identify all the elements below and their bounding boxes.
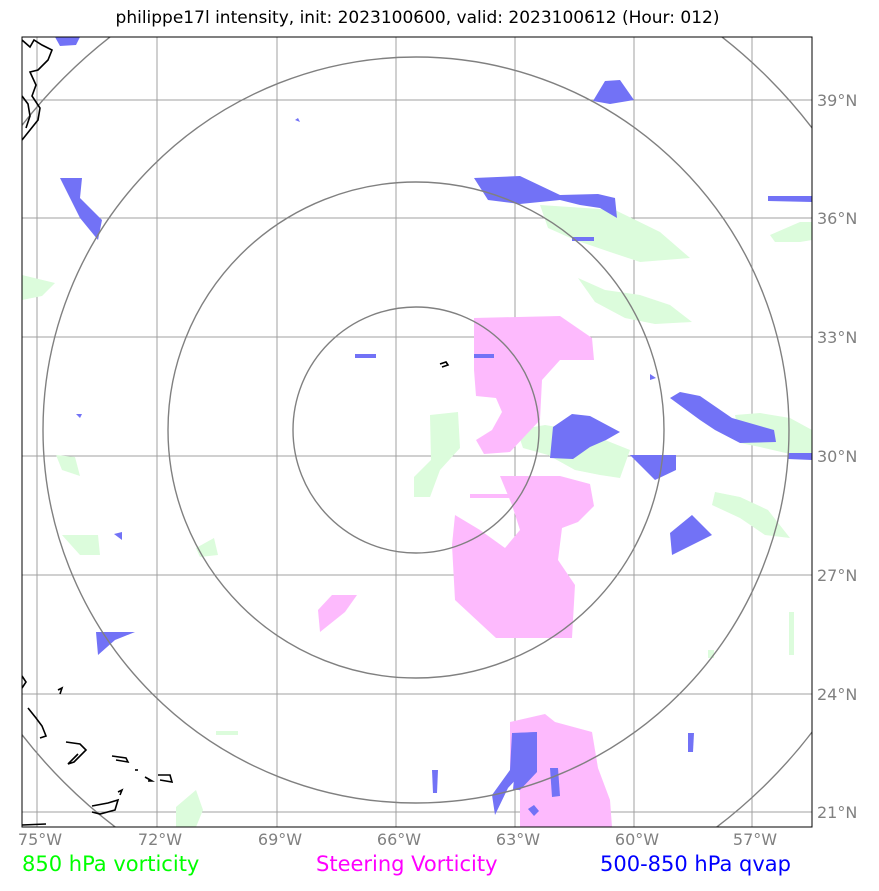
green-vorticity-areas	[22, 205, 812, 827]
blue-qvap-areas	[55, 37, 812, 816]
lat-tick-label: 27°N	[817, 566, 857, 585]
lon-tick-label: 57°W	[733, 830, 777, 849]
lat-tick-label: 30°N	[817, 447, 857, 466]
lat-tick-label: 21°N	[817, 803, 857, 822]
lon-tick-label: 72°W	[138, 830, 182, 849]
coastlines	[22, 38, 450, 826]
lon-tick-label: 69°W	[258, 830, 302, 849]
lat-tick-label: 36°N	[817, 209, 857, 228]
legend-850-vorticity: 850 hPa vorticity	[22, 852, 200, 876]
lon-tick-label: 66°W	[377, 830, 421, 849]
map-title: philippe17l intensity, init: 2023100600,…	[115, 8, 720, 28]
magenta-steering-areas	[318, 316, 612, 827]
lat-tick-labels: 39°N 36°N 33°N 30°N 27°N 24°N 21°N	[817, 91, 857, 822]
lat-tick-label: 24°N	[817, 685, 857, 704]
plot-frame	[21, 36, 813, 828]
lon-tick-label: 63°W	[496, 830, 540, 849]
graticule	[22, 37, 812, 827]
legend-steering-vorticity: Steering Vorticity	[316, 852, 498, 876]
lat-tick-label: 39°N	[817, 91, 857, 110]
lon-tick-labels: 75°W 72°W 69°W 66°W 63°W 60°W 57°W	[18, 830, 777, 849]
lon-tick-label: 75°W	[18, 830, 62, 849]
lat-tick-label: 33°N	[817, 328, 857, 347]
lon-tick-label: 60°W	[615, 830, 659, 849]
legend-qvap: 500-850 hPa qvap	[600, 852, 791, 876]
